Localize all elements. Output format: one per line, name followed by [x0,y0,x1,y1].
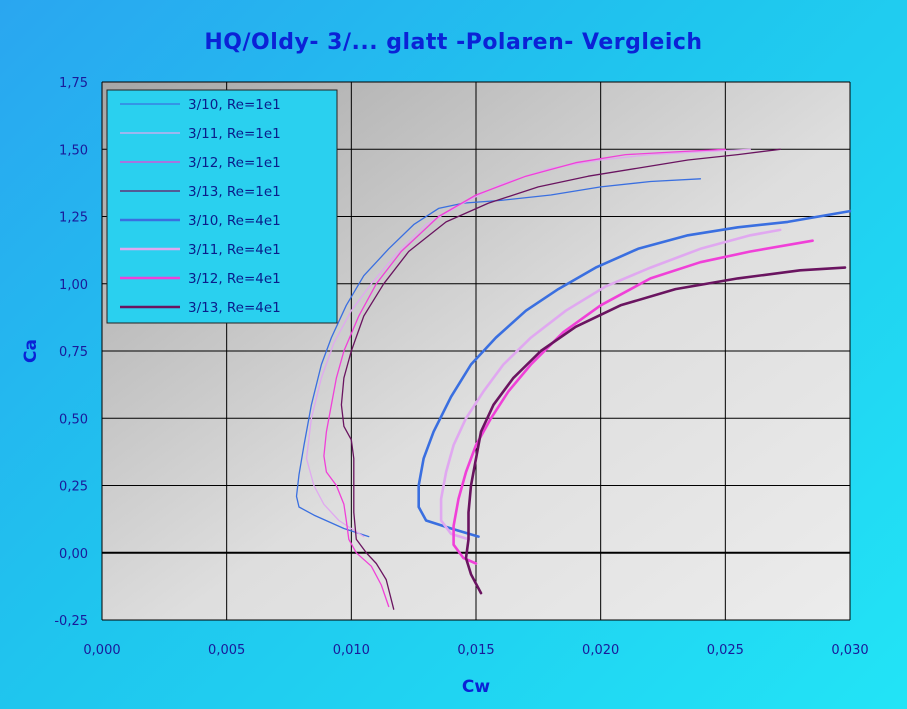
y-tick-label: 1,00 [59,278,88,293]
y-tick-label: -0,25 [54,614,88,629]
legend-label: 3/13, Re=1e1 [188,184,281,200]
series-line-2 [305,148,751,538]
series-line-4 [340,148,781,610]
y-tick-label: 1,75 [59,76,88,91]
legend-label: 3/11, Re=1e1 [188,126,281,142]
x-tick-label: 0,025 [707,643,744,658]
legend: 3/10, Re=1e1 3/11, Re=1e1 3/12, Re=1e1 3/13… [106,89,338,324]
y-tick-label: 1,50 [59,143,88,158]
legend-label: 3/13, Re=4e1 [188,300,281,316]
series-line-7 [452,239,814,565]
x-tick-labels: 0,000 0,005 0,010 0,015 0,020 0,025 0,030 [83,643,868,658]
x-tick-label: 0,020 [582,643,619,658]
series-line-1 [295,178,702,538]
grid-lines [101,81,851,621]
chart-title: HQ/Oldy- 3/... glatt -Polaren- Vergleich [204,30,703,55]
y-tick-label: 1,25 [59,211,88,226]
y-tick-label: 0,50 [59,412,88,427]
legend-label: 3/10, Re=4e1 [188,213,281,229]
x-tick-label: 0,000 [83,643,120,658]
series-line-5 [417,209,852,538]
y-tick-label: 0,25 [59,480,88,495]
x-tick-label: 0,030 [831,643,868,658]
y-axis-label: Ca [21,339,41,363]
x-tick-label: 0,005 [208,643,245,658]
legend-label: 3/12, Re=1e1 [188,155,281,171]
legend-label: 3/12, Re=4e1 [188,271,281,287]
series-line-6 [439,228,782,541]
x-axis-label: Cw [462,677,490,697]
legend-label: 3/10, Re=1e1 [188,97,281,113]
series-lines [295,148,852,610]
x-tick-label: 0,015 [457,643,494,658]
legend-label: 3/11, Re=4e1 [188,242,281,258]
series-line-3 [323,148,726,608]
series-line-8 [464,266,847,595]
legend-box [106,89,338,324]
y-tick-labels: -0,25 0,00 0,25 0,50 0,75 1,00 1,25 1,50 1,75 [54,76,88,629]
y-tick-label: 0,00 [59,547,88,562]
x-tick-label: 0,010 [333,643,370,658]
y-tick-label: 0,75 [59,345,88,360]
